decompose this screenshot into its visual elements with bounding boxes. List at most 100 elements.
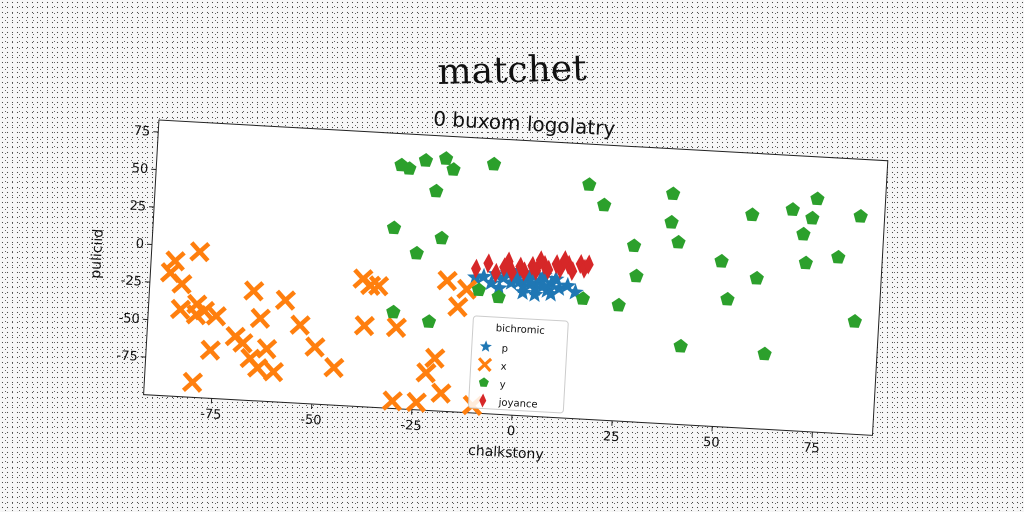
point-joyance-1: [483, 253, 494, 274]
point-y-18: [626, 238, 642, 253]
point-y-34: [831, 249, 846, 264]
y-tick-label: 75: [133, 124, 150, 140]
point-joyance-6: [519, 261, 530, 282]
point-x-14: [232, 332, 254, 354]
point-joyance-10: [543, 259, 554, 280]
point-y-17: [611, 297, 626, 312]
point-y-19: [629, 268, 644, 283]
x-tick-label: 75: [803, 441, 820, 457]
point-joyance-19: [535, 250, 546, 271]
point-y-28: [757, 346, 772, 361]
point-y-9: [434, 230, 449, 245]
y-tick-label: 0: [135, 237, 144, 252]
point-y-23: [673, 338, 688, 353]
point-x-28: [381, 390, 403, 412]
y-tick-label: -25: [120, 273, 142, 289]
point-y-35: [853, 208, 868, 223]
point-y-27: [749, 270, 764, 285]
point-x-12: [243, 280, 265, 302]
point-y-5: [446, 162, 461, 176]
point-x-18: [262, 361, 284, 383]
point-x-30: [415, 362, 437, 384]
y-axis-label: puliciid: [88, 228, 107, 279]
legend-label-p: p: [501, 344, 508, 355]
y-tick-label: 25: [129, 199, 146, 215]
point-y-12: [471, 282, 487, 297]
x-tick-label: 0: [507, 424, 516, 439]
point-x-16: [247, 357, 269, 379]
point-y-33: [810, 191, 825, 206]
point-joyance-14: [567, 261, 578, 282]
point-y-29: [785, 202, 800, 216]
legend: bichromic pxy joyance: [468, 315, 569, 414]
x-tick-label: -75: [200, 407, 222, 423]
point-joyance-9: [539, 255, 550, 275]
point-x-8: [205, 305, 227, 327]
point-x-22: [323, 357, 345, 379]
point-y-4: [439, 151, 454, 165]
point-y-15: [597, 197, 612, 212]
point-x-2: [171, 273, 193, 295]
point-y-16: [575, 291, 591, 306]
legend-label-y: y: [499, 379, 506, 390]
point-y-1: [402, 161, 417, 175]
point-y-22: [671, 234, 686, 249]
point-p-17: [566, 283, 584, 300]
point-x-4: [169, 298, 192, 320]
point-y-30: [796, 226, 811, 241]
point-y-11: [421, 314, 437, 329]
legend-marker-x: [477, 357, 493, 372]
point-joyance-2: [490, 262, 501, 283]
point-y-32: [805, 210, 820, 225]
point-joyance-7: [527, 255, 538, 276]
legend-marker-joyance: [479, 393, 487, 408]
point-y-3: [429, 183, 444, 198]
point-p-13: [538, 281, 556, 299]
point-joyance-18: [503, 251, 514, 272]
chart-marks: [159, 151, 868, 417]
point-y-10: [386, 304, 401, 319]
series-joyance: [471, 250, 594, 283]
point-p-25: [514, 283, 532, 300]
point-x-31: [424, 347, 446, 369]
point-joyance-15: [575, 254, 586, 274]
x-tick-label: 50: [703, 435, 720, 451]
y-tick-label: 50: [131, 161, 148, 177]
point-y-31: [798, 255, 813, 270]
point-y-6: [486, 156, 502, 171]
point-x-33: [436, 270, 458, 292]
point-y-14: [582, 177, 597, 191]
point-x-35: [456, 278, 478, 300]
point-joyance-17: [583, 254, 594, 275]
point-p-27: [542, 284, 560, 302]
y-tick-label: -50: [118, 311, 140, 327]
point-p-16: [559, 276, 577, 294]
point-x-32: [430, 382, 452, 404]
point-joyance-0: [471, 258, 482, 279]
point-p-6: [511, 272, 529, 290]
chart-title: 0 buxom logolatry: [433, 106, 616, 140]
y-axis-ticks: -75 -50 -25 0 25 50 75: [116, 124, 159, 365]
point-p-12: [534, 277, 553, 294]
legend-label-joyance: joyance: [497, 397, 537, 410]
point-y-20: [666, 186, 681, 201]
point-x-19: [274, 289, 297, 311]
point-y-24: [714, 253, 729, 268]
point-x-27: [385, 316, 407, 339]
point-x-3: [189, 241, 211, 263]
point-x-9: [199, 339, 221, 361]
point-y-21: [664, 214, 679, 229]
point-y-7: [386, 220, 402, 235]
point-x-13: [249, 307, 271, 329]
point-x-25: [368, 275, 390, 297]
legend-box: [468, 315, 569, 414]
plot-root: 0 buxom logolatry -75 -50 -25 0 25 50 75 -75 -5…: [88, 106, 889, 463]
point-x-34: [447, 296, 469, 318]
legend-label-x: x: [500, 361, 507, 372]
point-x-26: [353, 315, 375, 337]
y-tick-label: -75: [116, 348, 138, 364]
point-p-26: [526, 285, 544, 303]
point-joyance-11: [551, 254, 562, 275]
point-joyance-20: [559, 250, 570, 271]
